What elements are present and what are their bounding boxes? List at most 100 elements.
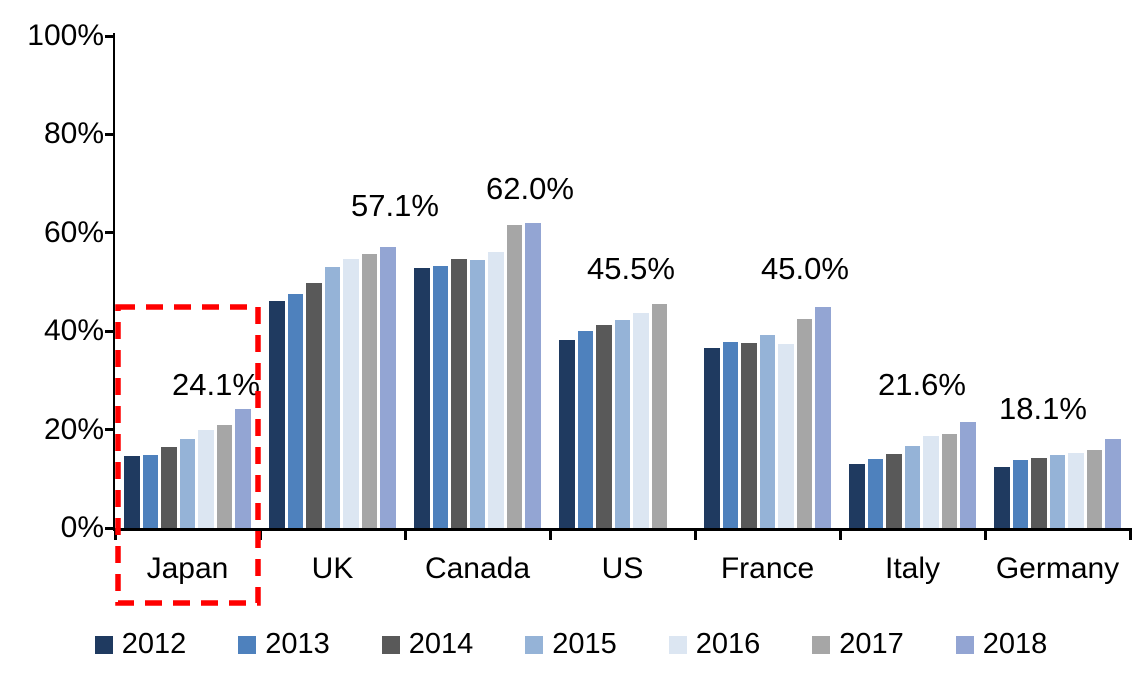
bar-italy-2014 xyxy=(886,454,902,528)
bar-france-2013 xyxy=(722,342,739,528)
bar-italy-2015 xyxy=(904,446,921,528)
y-axis-label: 0% xyxy=(60,511,104,544)
bar-canada-2013 xyxy=(432,266,449,528)
bar-canada-2012 xyxy=(414,268,430,528)
data-label-uk: 57.1% xyxy=(351,188,439,223)
legend-swatch-icon xyxy=(668,635,687,654)
bar-japan-2016 xyxy=(198,430,214,528)
bar-us-2015 xyxy=(614,319,631,528)
bar-germany-2014 xyxy=(1031,457,1047,528)
bar-japan-2013 xyxy=(142,454,159,528)
bar-france-2014 xyxy=(741,342,757,528)
bar-uk-2014 xyxy=(306,282,322,528)
bar-canada-2014 xyxy=(451,258,467,528)
bar-us-2014 xyxy=(596,325,612,528)
bar-italy-2017 xyxy=(941,434,958,528)
bar-germany-2012 xyxy=(994,467,1010,528)
x-tick xyxy=(258,531,262,540)
legend-label: 2015 xyxy=(552,628,617,660)
x-tick xyxy=(983,531,987,540)
bar-canada-2016 xyxy=(488,252,504,528)
y-tick xyxy=(105,526,114,530)
category-label-canada: Canada xyxy=(424,552,531,585)
bar-us-2016 xyxy=(633,313,649,528)
bar-italy-2012 xyxy=(849,463,865,528)
bar-france-2017 xyxy=(796,319,813,528)
x-tick xyxy=(693,531,697,540)
legend-item-2013: 2013 xyxy=(238,630,330,659)
bar-canada-2017 xyxy=(506,225,523,528)
y-tick xyxy=(105,329,114,333)
bar-france-2016 xyxy=(778,344,794,528)
legend-swatch-icon xyxy=(94,635,113,654)
bar-uk-2016 xyxy=(343,259,359,528)
x-axis-line xyxy=(113,528,1132,531)
x-tick xyxy=(113,531,117,540)
x-tick xyxy=(548,531,552,540)
category-label-france: France xyxy=(720,552,815,585)
y-tick xyxy=(105,34,114,38)
data-label-italy: 21.6% xyxy=(878,367,966,402)
legend-item-2014: 2014 xyxy=(381,628,474,660)
y-tick xyxy=(105,231,114,235)
legend-label: 2016 xyxy=(695,628,761,660)
y-axis-label: 60% xyxy=(43,215,104,249)
x-tick xyxy=(403,531,407,540)
bar-uk-2015 xyxy=(324,267,341,528)
bar-japan-2015 xyxy=(179,439,196,528)
bar-canada-2018 xyxy=(525,222,541,528)
y-axis-label: 40% xyxy=(43,314,104,348)
bar-italy-2016 xyxy=(923,436,939,528)
legend: 2012 2013 2014 2015 2016 2017 2018 xyxy=(0,630,1142,659)
x-tick xyxy=(838,531,842,540)
legend-swatch-icon xyxy=(955,635,974,654)
bar-france-2012 xyxy=(704,348,720,528)
data-label-canada: 62.0% xyxy=(486,171,574,206)
bar-japan-2017 xyxy=(216,424,233,528)
legend-swatch-icon xyxy=(812,635,831,654)
legend-label: 2017 xyxy=(839,628,904,660)
data-label-japan: 24.1% xyxy=(172,367,260,402)
bar-germany-2016 xyxy=(1068,452,1084,528)
bar-us-2013 xyxy=(577,330,594,528)
legend-swatch-icon xyxy=(525,635,544,654)
bar-germany-2015 xyxy=(1049,455,1066,528)
category-label-uk: UK xyxy=(311,552,354,585)
bar-italy-2018 xyxy=(960,421,976,528)
bar-canada-2015 xyxy=(469,259,486,528)
y-axis-line xyxy=(113,33,115,531)
y-axis-label: 80% xyxy=(43,117,104,151)
bar-italy-2013 xyxy=(867,459,884,528)
data-label-germany: 18.1% xyxy=(999,391,1087,426)
legend-label: 2012 xyxy=(121,628,187,660)
y-axis-label: 100% xyxy=(27,19,104,52)
legend-label: 2014 xyxy=(408,628,474,660)
bar-france-2018 xyxy=(815,306,831,528)
legend-item-2016: 2016 xyxy=(668,628,761,660)
bar-japan-2014 xyxy=(161,447,177,528)
data-label-france: 45.0% xyxy=(761,251,849,286)
legend-label: 2013 xyxy=(265,628,330,660)
bar-germany-2013 xyxy=(1012,460,1029,528)
bar-uk-2013 xyxy=(287,294,304,528)
bar-uk-2018 xyxy=(380,247,396,528)
bar-germany-2017 xyxy=(1086,449,1103,528)
legend-item-2017: 2017 xyxy=(812,630,904,659)
bar-uk-2017 xyxy=(361,253,378,528)
category-label-italy: Italy xyxy=(884,552,941,585)
legend-item-2015: 2015 xyxy=(525,630,617,659)
y-tick xyxy=(105,428,114,432)
bar-us-2017 xyxy=(651,304,668,528)
data-label-us: 45.5% xyxy=(587,251,675,286)
bar-uk-2012 xyxy=(269,300,285,528)
bar-france-2015 xyxy=(759,335,776,528)
bar-us-2012 xyxy=(559,339,575,528)
bar-japan-2018 xyxy=(235,409,251,528)
bar-germany-2018 xyxy=(1105,438,1121,528)
legend-item-2018: 2018 xyxy=(955,628,1048,660)
legend-swatch-icon xyxy=(381,635,400,654)
legend-label: 2018 xyxy=(982,628,1048,660)
y-axis-label: 20% xyxy=(43,412,104,446)
category-label-japan: Japan xyxy=(146,552,229,585)
